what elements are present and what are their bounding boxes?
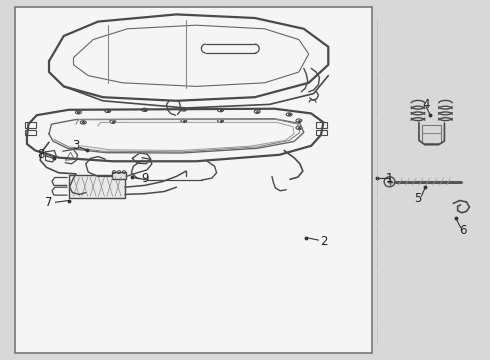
Text: 1: 1: [386, 172, 393, 185]
FancyBboxPatch shape: [112, 172, 126, 179]
Text: 6: 6: [459, 224, 467, 237]
Text: 5: 5: [414, 192, 421, 205]
Text: 2: 2: [319, 235, 327, 248]
Text: 4: 4: [422, 98, 430, 111]
FancyBboxPatch shape: [69, 175, 125, 198]
Text: 8: 8: [37, 148, 45, 161]
Text: 9: 9: [141, 172, 148, 185]
Text: 7: 7: [45, 196, 53, 209]
FancyBboxPatch shape: [15, 7, 372, 353]
Text: 3: 3: [72, 139, 80, 152]
